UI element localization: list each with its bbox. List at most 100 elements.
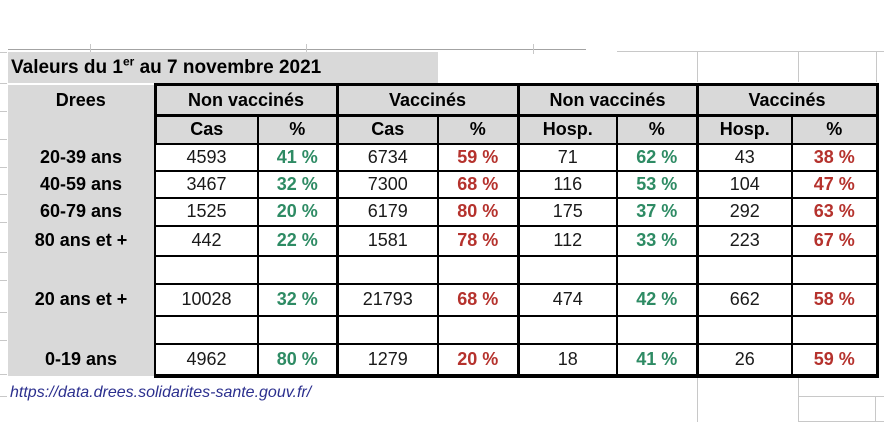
cell-empty — [154, 254, 259, 285]
cell-cas: 3467 — [154, 169, 259, 199]
row-label — [8, 255, 155, 284]
row-label — [8, 115, 155, 144]
cell-hosp: 116 — [516, 169, 618, 199]
table-row-60-79: 60-79 ans 1525 20 % 6179 80 % 175 37 % 2… — [8, 196, 879, 227]
gridline — [798, 51, 799, 82]
cell-pct: 20 % — [437, 342, 519, 378]
cell-cas: 10028 — [154, 282, 259, 317]
col-header-pct: % — [437, 114, 519, 145]
gridline — [90, 44, 91, 54]
cell-empty — [695, 254, 793, 285]
table-row-20-39: 20-39 ans 4593 41 % 6734 59 % 71 62 % 43… — [8, 142, 879, 172]
cell-hosp: 292 — [695, 196, 793, 227]
title-text-2: au 7 novembre 2021 — [134, 57, 322, 78]
cell-empty — [516, 314, 618, 345]
cell-pct: 32 % — [257, 169, 338, 199]
cell-empty — [516, 254, 618, 285]
cell-pct: 53 % — [616, 169, 698, 199]
table-row-40-59: 40-59 ans 3467 32 % 7300 68 % 116 53 % 1… — [8, 169, 879, 199]
gridline — [0, 83, 7, 84]
gridline — [798, 396, 884, 397]
gridline — [533, 44, 534, 54]
group-header-non-vaccines-hosp: Non vaccinés — [516, 83, 699, 117]
row-label: 20-39 ans — [8, 143, 155, 171]
title-text-1: Valeurs du 1 — [11, 57, 123, 78]
col-header-pct: % — [257, 114, 338, 145]
cell-empty — [335, 254, 439, 285]
gridline — [876, 51, 877, 82]
cell-pct: 58 % — [791, 282, 879, 317]
cell-cas: 1279 — [335, 342, 439, 378]
sub-header-row: Cas % Cas % Hosp. % Hosp. % — [8, 114, 879, 145]
cell-cas: 21793 — [335, 282, 439, 317]
gridline — [875, 396, 876, 422]
gridline — [0, 340, 7, 341]
cell-empty — [257, 254, 338, 285]
table-row-empty — [8, 314, 879, 345]
row-label: 60-79 ans — [8, 197, 155, 226]
cell-hosp: 223 — [695, 224, 793, 257]
col-header-hosp: Hosp. — [516, 114, 618, 145]
col-header-cas: Cas — [335, 114, 439, 145]
cell-cas: 442 — [154, 224, 259, 257]
gridline — [8, 49, 586, 50]
gridline — [0, 139, 7, 140]
cell-hosp: 112 — [516, 224, 618, 257]
col-header-pct: % — [616, 114, 698, 145]
gridline — [0, 194, 7, 195]
cell-cas: 4962 — [154, 342, 259, 378]
cell-empty — [437, 314, 519, 345]
gridline — [0, 280, 7, 281]
cell-hosp: 104 — [695, 169, 793, 199]
col-header-cas: Cas — [153, 114, 259, 145]
cell-pct: 68 % — [437, 169, 519, 199]
col-header-hosp: Hosp. — [695, 114, 793, 145]
cell-cas: 1525 — [154, 196, 259, 227]
cell-pct: 47 % — [791, 169, 879, 199]
cell-empty — [257, 314, 338, 345]
cell-empty — [335, 314, 439, 345]
gridline — [798, 421, 884, 422]
cell-cas: 6734 — [335, 142, 439, 172]
cell-pct: 41 % — [257, 142, 338, 172]
cell-pct: 32 % — [257, 282, 338, 317]
cell-empty — [791, 254, 879, 285]
cell-hosp: 43 — [695, 142, 793, 172]
cell-pct: 80 % — [437, 196, 519, 227]
cell-empty — [791, 314, 879, 345]
gridline — [617, 51, 884, 52]
cell-pct: 38 % — [791, 142, 879, 172]
cell-pct: 67 % — [791, 224, 879, 257]
cell-cas: 4593 — [154, 142, 259, 172]
gridline — [0, 312, 7, 313]
corner-label: Drees — [8, 84, 155, 116]
gridline — [306, 44, 307, 54]
row-label: 0-19 ans — [8, 343, 155, 376]
gridline — [0, 396, 7, 397]
table-row-0-19: 0-19 ans 4962 80 % 1279 20 % 18 41 % 26 … — [8, 342, 879, 378]
group-header-vaccines-cas: Vaccinés — [335, 83, 520, 117]
cell-hosp: 26 — [695, 342, 793, 378]
cell-cas: 6179 — [335, 196, 439, 227]
cell-empty — [616, 254, 698, 285]
page-title: Valeurs du 1er au 7 novembre 2021 — [8, 52, 438, 83]
data-table: Drees Non vaccinés Vaccinés Non vaccinés… — [8, 83, 879, 378]
source-link[interactable]: https://data.drees.solidarites-sante.gou… — [10, 384, 312, 401]
gridline — [0, 252, 7, 253]
table-row-80-plus: 80 ans et + 442 22 % 1581 78 % 112 33 % … — [8, 224, 879, 257]
cell-empty — [437, 254, 519, 285]
cell-pct: 41 % — [616, 342, 698, 378]
cell-pct: 33 % — [616, 224, 698, 257]
gridline — [0, 167, 7, 168]
cell-pct: 68 % — [437, 282, 519, 317]
cell-hosp: 18 — [516, 342, 618, 378]
gridline — [697, 374, 698, 422]
group-header-row: Drees Non vaccinés Vaccinés Non vaccinés… — [8, 83, 879, 117]
cell-pct: 59 % — [437, 142, 519, 172]
row-label: 40-59 ans — [8, 170, 155, 198]
cell-cas: 1581 — [335, 224, 439, 257]
cell-hosp: 662 — [695, 282, 793, 317]
cell-pct: 37 % — [616, 196, 698, 227]
table-row-20-plus: 20 ans et + 10028 32 % 21793 68 % 474 42… — [8, 282, 879, 317]
